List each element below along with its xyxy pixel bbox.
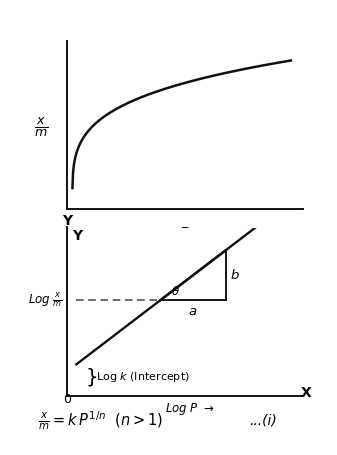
Text: Log $\frac{x}{m}$: Log $\frac{x}{m}$	[28, 292, 63, 309]
Text: Y: Y	[72, 229, 83, 243]
Text: $b$: $b$	[230, 268, 240, 283]
Text: $a$: $a$	[188, 305, 197, 318]
Text: $\frac{x}{m} = k\,P^{1/n}$  $(n > 1)$: $\frac{x}{m} = k\,P^{1/n}$ $(n > 1)$	[38, 410, 164, 432]
Text: $P$: $P$	[178, 227, 191, 244]
Text: Log $P$ $\rightarrow$: Log $P$ $\rightarrow$	[165, 401, 214, 417]
Text: }: }	[85, 367, 98, 386]
Text: $\theta$: $\theta$	[171, 285, 180, 298]
Text: X: X	[300, 386, 311, 400]
Text: ...(i): ...(i)	[249, 414, 277, 428]
Text: Y: Y	[62, 214, 72, 228]
Text: 0: 0	[64, 394, 71, 406]
Text: Log $k$ (Intercept): Log $k$ (Intercept)	[96, 370, 190, 384]
Text: $\frac{x}{m}$: $\frac{x}{m}$	[34, 115, 48, 139]
